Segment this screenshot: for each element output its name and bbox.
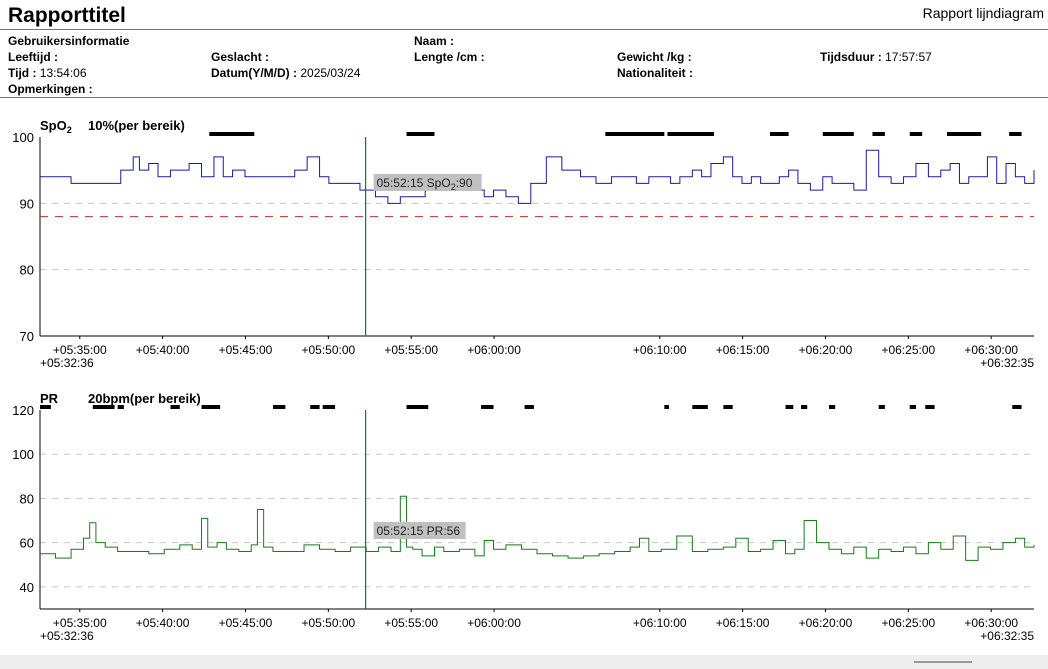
event-mark [406, 405, 429, 409]
date-value: 2025/03/24 [300, 66, 361, 80]
series-line-spo2 [40, 149, 1035, 204]
chart-title-pr: PR 20bpm(per bereik) [40, 391, 201, 406]
nationality-field: Nationaliteit : [617, 66, 694, 80]
y-tick-label: 100 [12, 130, 34, 145]
x-tick-label: +06:00:00 [467, 343, 521, 357]
tooltip-box [373, 174, 482, 191]
y-tick-label: 120 [12, 403, 34, 418]
duration-field: Tijdsduur : 17:57:57 [820, 50, 932, 64]
event-mark [201, 405, 221, 409]
event-mark [406, 132, 435, 136]
event-mark [909, 132, 923, 136]
tooltip-text: 05:52:15 SpO2:90 [377, 176, 473, 192]
x-start-label: +05:32:36 [40, 356, 94, 370]
x-tick-label: +06:10:00 [633, 343, 687, 357]
x-tick-label: +05:45:00 [219, 616, 273, 630]
y-tick-label: 70 [20, 329, 34, 344]
weight-field: Gewicht /kg : [617, 50, 692, 64]
event-mark [1012, 405, 1022, 409]
event-mark [925, 405, 935, 409]
x-tick-label: +05:40:00 [136, 343, 190, 357]
x-tick-label: +06:20:00 [799, 343, 853, 357]
x-tick-label: +06:30:00 [964, 616, 1018, 630]
event-mark [524, 405, 534, 409]
event-mark [667, 132, 715, 136]
x-tick-label: +06:15:00 [716, 616, 770, 630]
event-mark [822, 132, 854, 136]
x-tick-label: +05:35:00 [53, 343, 107, 357]
x-tick-label: +06:30:00 [964, 343, 1018, 357]
gender-field: Geslacht : [211, 50, 270, 64]
tooltip-text: 05:52:15 PR:56 [377, 524, 461, 538]
event-mark [692, 405, 708, 409]
event-mark [664, 405, 670, 409]
height-field: Lengte /cm : [414, 50, 485, 64]
y-tick-label: 40 [20, 580, 34, 595]
header-divider-top [0, 29, 1048, 30]
event-mark [947, 132, 982, 136]
event-mark [310, 405, 320, 409]
y-tick-label: 80 [20, 263, 34, 278]
x-tick-label: +05:50:00 [301, 616, 355, 630]
event-mark [909, 405, 916, 409]
x-tick-label: +06:20:00 [799, 616, 853, 630]
event-mark [92, 405, 115, 409]
event-mark [828, 405, 836, 409]
duration-value: 17:57:57 [885, 50, 932, 64]
chart-pr: 120 100 80 60 40 +05:35:00 +05:40:00 +05:45:00 +… [12, 391, 1035, 643]
header-divider-bottom [0, 97, 1048, 98]
remarks-field: Opmerkingen : [8, 82, 93, 96]
report-title: Rapporttitel [8, 4, 126, 27]
event-mark [769, 132, 789, 136]
event-mark [117, 405, 124, 409]
report-type-label: Rapport lijndiagram [922, 5, 1044, 21]
event-mark [272, 405, 286, 409]
y-tick-label: 100 [12, 447, 34, 462]
event-mark [1009, 132, 1022, 136]
x-tick-label: +05:40:00 [136, 616, 190, 630]
x-tick-label: +06:00:00 [467, 616, 521, 630]
x-tick-label: +06:25:00 [881, 343, 935, 357]
y-tick-label: 60 [20, 536, 34, 551]
date-field: Datum(Y/M/D) : 2025/03/24 [211, 66, 361, 80]
event-mark [170, 405, 180, 409]
x-tick-label: +05:45:00 [219, 343, 273, 357]
chart-spo2: 100 90 80 70 +05:35:00 +05:40:00 +05:45:00 +05:… [12, 118, 1035, 370]
event-mark [481, 405, 494, 409]
x-tick-label: +05:50:00 [301, 343, 355, 357]
user-info-section-label: Gebruikersinformatie [8, 34, 130, 48]
chart-title-spo2: SpO2 10%(per bereik) [40, 118, 185, 135]
age-field: Leeftijd : [8, 50, 58, 64]
x-tick-label: +06:10:00 [633, 616, 687, 630]
event-mark [723, 405, 733, 409]
y-tick-label: 90 [20, 196, 34, 211]
event-mark [40, 405, 51, 409]
x-tick-label: +06:25:00 [881, 616, 935, 630]
x-tick-label: +06:15:00 [716, 343, 770, 357]
y-tick-label: 80 [20, 491, 34, 506]
event-mark [872, 132, 885, 136]
x-tick-label: +05:35:00 [53, 616, 107, 630]
series-line-pr [40, 495, 1035, 561]
event-mark [605, 132, 665, 136]
name-field: Naam : [414, 34, 455, 48]
event-mark [878, 405, 885, 409]
event-mark [322, 405, 336, 409]
horizontal-scrollbar[interactable] [0, 655, 1048, 669]
x-tick-label: +05:55:00 [384, 616, 438, 630]
event-mark [785, 405, 794, 409]
x-end-label: +06:32:35 [980, 356, 1034, 370]
time-field: Tijd : 13:54:06 [8, 66, 87, 80]
scrollbar-thumb[interactable] [914, 661, 972, 663]
x-end-label: +06:32:35 [980, 629, 1034, 643]
x-tick-label: +05:55:00 [384, 343, 438, 357]
time-value: 13:54:06 [39, 66, 87, 80]
tooltip-box [373, 522, 466, 539]
event-mark [209, 132, 255, 136]
event-mark [801, 405, 808, 409]
x-start-label: +05:32:36 [40, 629, 94, 643]
